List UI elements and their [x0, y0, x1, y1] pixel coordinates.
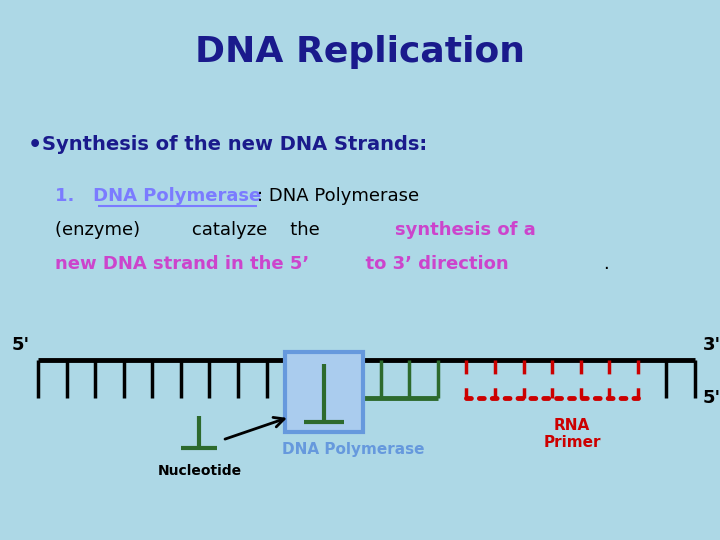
- Text: Synthesis of the new DNA Strands:: Synthesis of the new DNA Strands:: [42, 136, 427, 154]
- Text: RNA
Primer: RNA Primer: [544, 418, 601, 450]
- Text: DNA Replication: DNA Replication: [195, 35, 525, 69]
- Text: Nucleotide: Nucleotide: [158, 464, 241, 478]
- Text: •: •: [28, 135, 42, 155]
- Text: (enzyme)         catalyze    the: (enzyme) catalyze the: [55, 221, 325, 239]
- Text: : DNA Polymerase: : DNA Polymerase: [257, 187, 419, 205]
- Text: 5': 5': [703, 389, 720, 407]
- Bar: [284, 352, 363, 432]
- Text: .: .: [603, 255, 608, 273]
- Text: 5': 5': [12, 336, 30, 354]
- Text: 1.   DNA Polymerase: 1. DNA Polymerase: [55, 187, 261, 205]
- Text: DNA Polymerase: DNA Polymerase: [282, 442, 425, 457]
- Text: new DNA strand in the 5’         to 3’ direction: new DNA strand in the 5’ to 3’ direction: [55, 255, 508, 273]
- Text: 3': 3': [703, 336, 720, 354]
- Text: synthesis of a: synthesis of a: [395, 221, 536, 239]
